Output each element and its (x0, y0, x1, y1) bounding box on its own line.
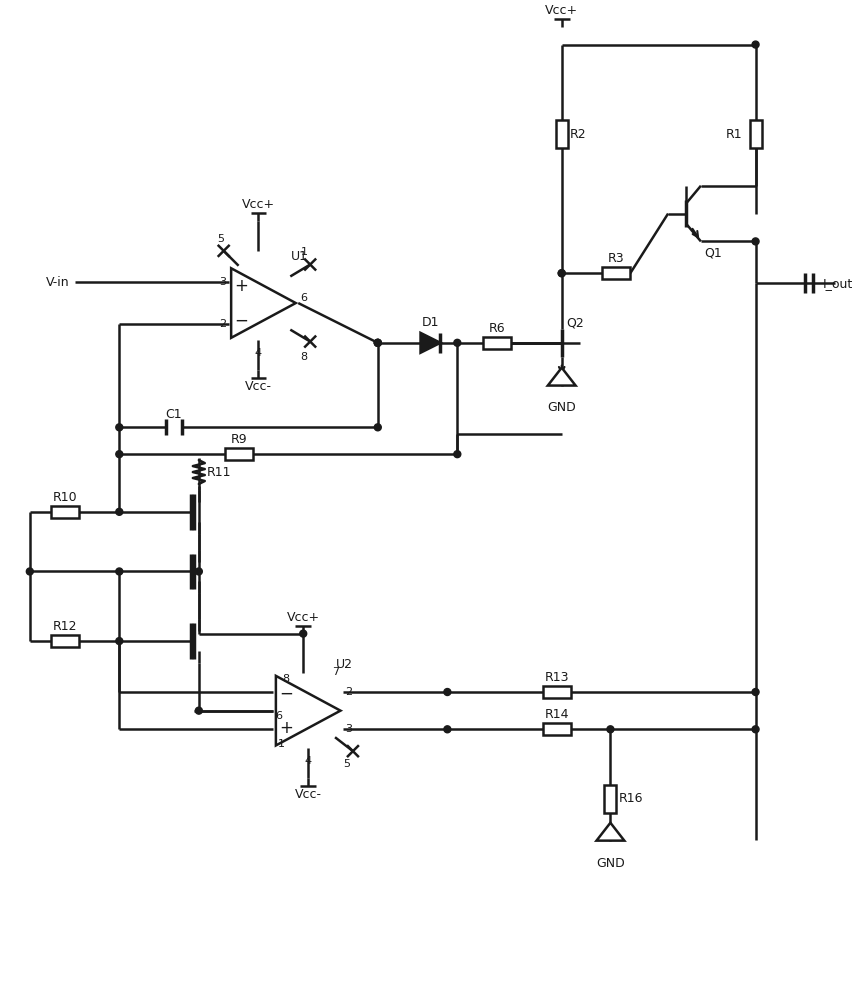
Circle shape (752, 726, 759, 733)
Bar (602, 267, 631, 279)
Text: U1: U1 (291, 250, 308, 263)
Polygon shape (596, 823, 625, 841)
Text: V-in: V-in (46, 276, 69, 289)
Text: −: − (279, 684, 293, 702)
Circle shape (607, 726, 613, 733)
Text: Vcc+: Vcc+ (242, 198, 275, 211)
Text: 4: 4 (305, 756, 311, 766)
Circle shape (374, 424, 381, 431)
Text: Q1: Q1 (704, 247, 722, 260)
Circle shape (116, 451, 123, 458)
Text: 3: 3 (345, 724, 352, 734)
Text: R11: R11 (207, 466, 232, 479)
Text: R6: R6 (489, 322, 505, 335)
Circle shape (116, 638, 123, 645)
Circle shape (196, 568, 202, 575)
Circle shape (374, 339, 381, 346)
Circle shape (116, 424, 123, 431)
Circle shape (752, 41, 759, 48)
Circle shape (559, 270, 565, 277)
Circle shape (27, 568, 33, 575)
Text: 4: 4 (255, 348, 262, 358)
Text: C1: C1 (166, 408, 182, 421)
Text: +: + (279, 719, 293, 737)
Text: −: − (234, 311, 248, 329)
Text: 5: 5 (343, 759, 350, 769)
Polygon shape (231, 268, 296, 338)
Text: 5: 5 (217, 234, 224, 244)
Text: 6: 6 (300, 293, 307, 303)
Text: 2: 2 (345, 687, 352, 697)
Text: 1: 1 (278, 739, 285, 749)
Text: Q2: Q2 (566, 316, 584, 329)
Text: 6: 6 (275, 711, 282, 721)
Text: R14: R14 (545, 708, 569, 721)
Text: R12: R12 (52, 620, 77, 633)
Circle shape (116, 568, 123, 575)
Text: R1: R1 (726, 128, 742, 141)
Text: 1: 1 (300, 247, 308, 257)
Text: I_out: I_out (823, 277, 854, 290)
Text: 8: 8 (281, 674, 289, 684)
Text: 3: 3 (220, 277, 227, 287)
Circle shape (454, 451, 461, 458)
Circle shape (444, 726, 450, 733)
Text: R10: R10 (52, 491, 77, 504)
Text: Vcc-: Vcc- (245, 380, 272, 393)
Text: R13: R13 (545, 671, 569, 684)
Text: R2: R2 (570, 128, 586, 141)
Text: GND: GND (596, 857, 625, 870)
Text: 7: 7 (332, 667, 340, 677)
Bar (750, 120, 762, 148)
Bar (51, 506, 79, 518)
Bar (483, 337, 511, 349)
Bar (543, 686, 571, 698)
Text: R3: R3 (608, 252, 625, 265)
Text: Vcc+: Vcc+ (287, 611, 320, 624)
Text: +: + (234, 277, 248, 295)
Circle shape (752, 689, 759, 695)
Text: GND: GND (547, 401, 576, 414)
Bar (543, 723, 571, 735)
Circle shape (196, 707, 202, 714)
Bar (225, 448, 252, 460)
Bar (604, 785, 616, 813)
Bar (51, 635, 79, 647)
Circle shape (444, 689, 450, 695)
Polygon shape (547, 368, 576, 386)
Text: D1: D1 (422, 316, 439, 329)
Circle shape (374, 339, 381, 346)
Circle shape (752, 238, 759, 245)
Circle shape (299, 630, 306, 637)
Polygon shape (276, 676, 341, 745)
Text: U2: U2 (335, 658, 353, 671)
Text: 8: 8 (300, 352, 308, 362)
Text: Vcc+: Vcc+ (545, 4, 578, 17)
Circle shape (116, 508, 123, 515)
Circle shape (559, 270, 565, 277)
Polygon shape (420, 333, 440, 353)
Bar (556, 120, 568, 148)
Circle shape (454, 339, 461, 346)
Circle shape (374, 339, 381, 346)
Text: R16: R16 (619, 792, 643, 805)
Text: Vcc-: Vcc- (294, 788, 322, 801)
Text: 2: 2 (220, 319, 227, 329)
Text: R9: R9 (230, 433, 247, 446)
